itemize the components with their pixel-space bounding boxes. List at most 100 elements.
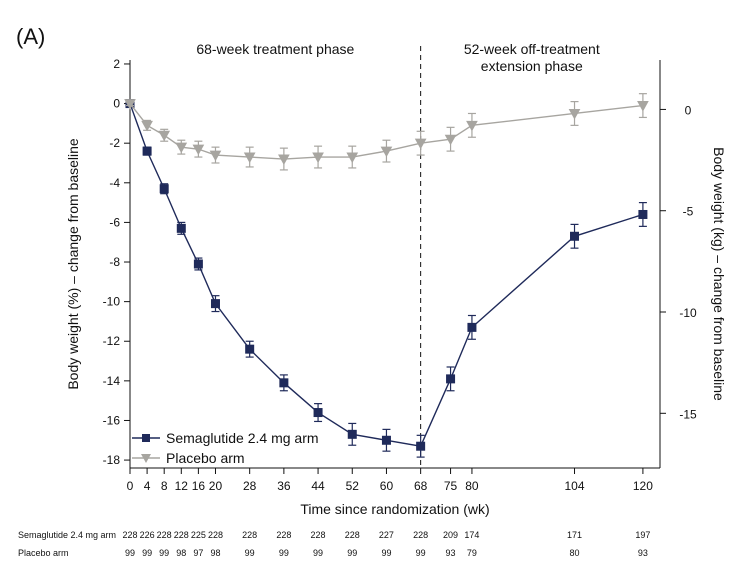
x-tick-label: 75 — [444, 479, 458, 493]
at-risk-value: 99 — [381, 548, 391, 558]
legend-marker — [141, 454, 151, 463]
data-point — [381, 435, 391, 445]
legend-label: Semaglutide 2.4 mg arm — [166, 430, 319, 446]
y-tick-left-label: -14 — [103, 374, 121, 388]
at-risk-value: 209 — [443, 530, 458, 540]
x-tick-label: 8 — [161, 479, 168, 493]
x-tick-label: 60 — [380, 479, 394, 493]
data-point — [193, 259, 203, 269]
at-risk-value: 228 — [311, 530, 326, 540]
data-point — [278, 154, 290, 166]
data-point — [176, 223, 186, 233]
data-point — [446, 374, 456, 384]
data-point — [142, 146, 152, 156]
at-risk-value: 228 — [242, 530, 257, 540]
x-tick-label: 16 — [192, 479, 206, 493]
at-risk-value: 93 — [446, 548, 456, 558]
x-axis-title: Time since randomization (wk) — [300, 501, 489, 517]
legend-marker — [142, 434, 150, 442]
at-risk-row-label: Placebo arm — [18, 548, 69, 558]
data-point — [124, 99, 136, 110]
at-risk-value: 228 — [345, 530, 360, 540]
at-risk-value: 174 — [464, 530, 479, 540]
at-risk-value: 228 — [413, 530, 428, 540]
y-tick-right-label: 0 — [685, 103, 692, 117]
at-risk-value: 97 — [193, 548, 203, 558]
at-risk-row-label: Semaglutide 2.4 mg arm — [18, 530, 116, 540]
x-tick-label: 80 — [465, 479, 479, 493]
series-1 — [124, 93, 649, 171]
at-risk-value: 80 — [570, 548, 580, 558]
data-point — [637, 101, 649, 112]
x-tick-label: 104 — [565, 479, 585, 493]
y-axis-right-title: Body weight (kg) – change from baseline — [711, 147, 727, 401]
at-risk-value: 171 — [567, 530, 582, 540]
data-point — [158, 130, 171, 142]
x-tick-label: 0 — [127, 479, 134, 493]
at-risk-value: 227 — [379, 530, 394, 540]
at-risk-value: 99 — [245, 548, 255, 558]
at-risk-value: 99 — [313, 548, 323, 558]
x-tick-label: 120 — [633, 479, 653, 493]
x-tick-label: 44 — [311, 479, 325, 493]
y-axis-left-title: Body weight (%) – change from baseline — [65, 138, 81, 390]
at-risk-value: 99 — [347, 548, 357, 558]
x-tick-label: 68 — [414, 479, 428, 493]
series-line — [129, 103, 644, 447]
at-risk-value: 225 — [191, 530, 206, 540]
at-risk-value: 99 — [125, 548, 135, 558]
data-point — [466, 120, 478, 132]
y-tick-left-label: -6 — [109, 215, 120, 229]
at-risk-value: 99 — [279, 548, 289, 558]
x-tick-label: 20 — [209, 479, 223, 493]
y-tick-left-label: -4 — [109, 176, 120, 190]
at-risk-value: 98 — [210, 548, 220, 558]
x-tick-label: 28 — [243, 479, 257, 493]
data-point — [568, 108, 581, 120]
y-tick-right-label: -15 — [679, 407, 697, 421]
legend-label: Placebo arm — [166, 450, 245, 466]
data-point — [209, 150, 222, 162]
data-point — [210, 299, 220, 309]
data-point — [312, 152, 324, 164]
at-risk-value: 228 — [174, 530, 189, 540]
y-tick-left-label: -8 — [109, 255, 120, 269]
y-tick-left-label: 2 — [113, 57, 120, 71]
at-risk-value: 228 — [122, 530, 137, 540]
x-tick-label: 4 — [144, 479, 151, 493]
at-risk-value: 99 — [142, 548, 152, 558]
phase-label-1: 68-week treatment phase — [196, 41, 354, 57]
at-risk-value: 197 — [635, 530, 650, 540]
data-point — [243, 152, 256, 164]
at-risk-value: 79 — [467, 548, 477, 558]
y-tick-right-label: -10 — [679, 306, 697, 320]
data-point — [159, 184, 169, 194]
data-point — [638, 209, 648, 219]
y-tick-left-label: -18 — [103, 453, 121, 467]
y-tick-left-label: -12 — [103, 334, 121, 348]
data-point — [347, 429, 357, 439]
at-risk-value: 99 — [159, 548, 169, 558]
y-tick-right-label: -5 — [683, 205, 694, 219]
data-point — [380, 146, 393, 158]
at-risk-value: 228 — [208, 530, 223, 540]
at-risk-value: 226 — [140, 530, 155, 540]
at-risk-value: 228 — [276, 530, 291, 540]
data-point — [346, 152, 359, 164]
at-risk-value: 93 — [638, 548, 648, 558]
at-risk-value: 98 — [176, 548, 186, 558]
legend: Semaglutide 2.4 mg arm Placebo arm — [132, 430, 319, 466]
data-point — [313, 408, 323, 418]
series-line — [129, 103, 643, 160]
data-point — [192, 144, 205, 156]
at-risk-value: 228 — [157, 530, 172, 540]
y-tick-left-label: -2 — [109, 136, 120, 150]
data-point — [570, 231, 580, 241]
at-risk-value: 99 — [416, 548, 426, 558]
y-tick-left-label: 0 — [113, 97, 120, 111]
data-point — [141, 120, 153, 132]
x-tick-label: 12 — [175, 479, 189, 493]
panel-label: (A) — [16, 24, 45, 49]
